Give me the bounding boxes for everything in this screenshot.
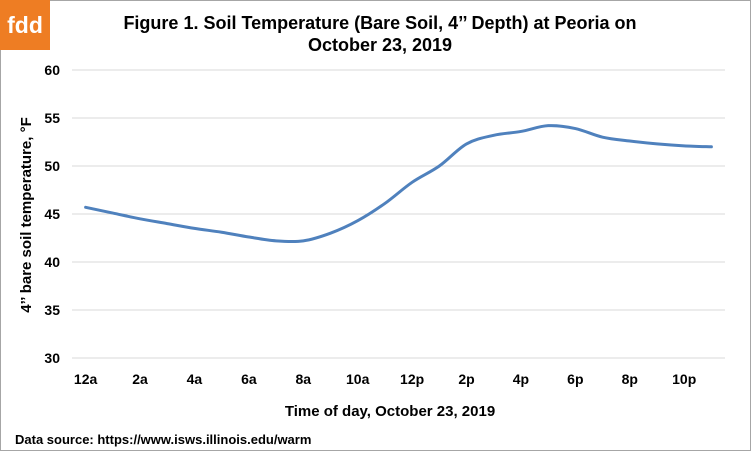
x-tick-label: 10a — [346, 371, 370, 387]
y-tick-labels: 30 35 40 45 50 55 60 — [44, 62, 60, 366]
x-tick-label: 12a — [74, 371, 98, 387]
x-tick-label: 4a — [187, 371, 203, 387]
x-axis-label: Time of day, October 23, 2019 — [285, 403, 495, 420]
chart-title-line-2: October 23, 2019 — [307, 35, 453, 55]
x-tick-labels: 12a 2a 4a 6a 8a 10a 12p 2p 4p 6p 8p 10p — [74, 371, 696, 387]
y-tick-label: 55 — [44, 110, 60, 126]
x-tick-label: 8a — [295, 371, 311, 387]
y-tick-label: 35 — [44, 302, 60, 318]
x-tick-label: 10p — [672, 371, 696, 387]
y-axis-label: 4’’ bare soil temperature, °F — [18, 117, 35, 313]
x-tick-label: 12p — [400, 371, 424, 387]
y-tick-label: 50 — [44, 158, 60, 174]
gridlines — [72, 69, 725, 359]
x-tick-label: 6a — [241, 371, 257, 387]
x-tick-label: 8p — [622, 371, 638, 387]
chart-title: Figure 1. Soil Temperature (Bare Soil, 4… — [60, 12, 700, 56]
x-tick-label: 2p — [458, 371, 474, 387]
fdd-logo: fdd — [0, 0, 50, 50]
y-tick-label: 45 — [44, 206, 60, 222]
x-tick-label: 2a — [132, 371, 148, 387]
y-tick-label: 30 — [44, 350, 60, 366]
y-tick-label: 40 — [44, 254, 60, 270]
soil-temperature-series-line — [84, 124, 713, 244]
y-tick-label: 60 — [44, 62, 60, 78]
chart-title-line-1: Figure 1. Soil Temperature (Bare Soil, 4… — [123, 13, 637, 33]
x-tick-label: 4p — [513, 371, 529, 387]
data-source-note: Data source: https://www.isws.illinois.e… — [15, 432, 312, 447]
x-tick-label: 6p — [567, 371, 583, 387]
